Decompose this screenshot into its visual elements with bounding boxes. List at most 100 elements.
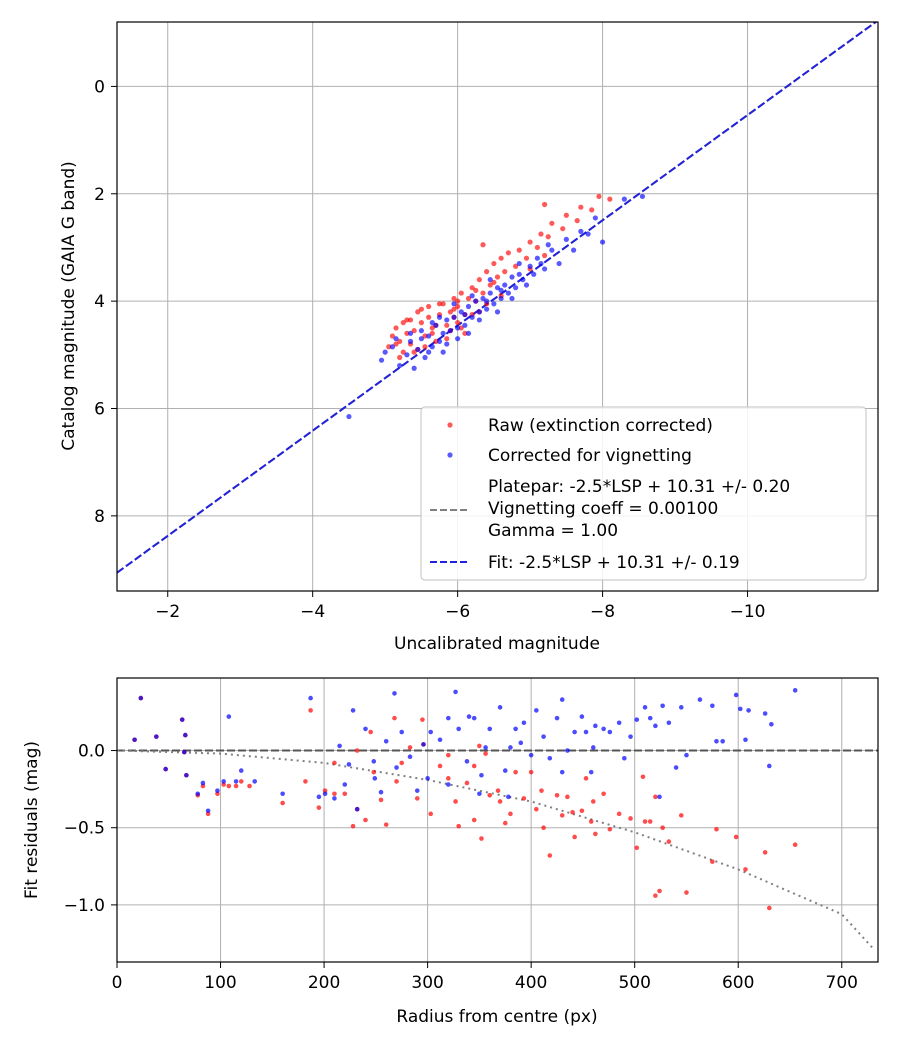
data-point — [541, 734, 546, 739]
data-point — [502, 820, 508, 826]
data-point — [399, 729, 405, 735]
data-point — [392, 715, 397, 721]
data-point — [411, 365, 417, 371]
data-point — [477, 743, 482, 749]
data-point — [642, 819, 648, 824]
data-point — [479, 836, 484, 841]
data-point — [769, 722, 774, 727]
data-point — [653, 794, 658, 800]
data-point — [509, 295, 515, 302]
data-point — [653, 893, 658, 898]
data-point — [483, 751, 488, 756]
data-point — [393, 325, 399, 331]
data-point — [653, 723, 658, 729]
data-point — [446, 752, 451, 758]
data-point — [678, 705, 684, 710]
data-point — [572, 834, 577, 840]
data-point — [678, 813, 684, 818]
data-point — [453, 689, 458, 695]
data-point — [394, 779, 399, 784]
data-point — [163, 766, 168, 772]
data-point — [487, 726, 493, 732]
data-point — [444, 336, 450, 342]
data-point — [451, 314, 457, 320]
data-point — [422, 344, 428, 350]
data-point — [527, 263, 533, 269]
x-tick-label: −6 — [445, 602, 470, 622]
data-point — [538, 231, 544, 237]
data-point — [563, 212, 569, 218]
data-point — [238, 768, 244, 773]
x-tick-label: −8 — [590, 602, 615, 622]
data-point — [397, 362, 403, 369]
data-point — [497, 799, 503, 804]
y-tick-label: 6 — [94, 399, 105, 419]
data-point — [233, 783, 239, 789]
data-point — [559, 769, 565, 775]
data-point — [418, 306, 424, 312]
data-point — [596, 193, 602, 200]
data-point — [411, 349, 417, 355]
x-tick-label: 300 — [411, 973, 443, 993]
data-point — [280, 800, 285, 806]
data-point — [733, 692, 739, 698]
data-point — [332, 796, 337, 801]
data-point — [684, 752, 689, 758]
data-point — [642, 705, 648, 710]
data-point — [418, 336, 424, 342]
data-point — [590, 799, 596, 804]
data-point — [565, 748, 570, 753]
data-point — [458, 290, 464, 296]
legend-label-platepar: Platepar: -2.5*LSP + 10.31 +/- 0.20 Vigne… — [488, 477, 790, 541]
data-point — [588, 769, 594, 775]
data-point — [516, 247, 522, 253]
data-point — [226, 783, 232, 789]
data-point — [455, 336, 461, 342]
data-point — [792, 842, 798, 847]
data-point — [516, 260, 522, 267]
data-point — [743, 867, 748, 872]
data-point — [559, 697, 565, 702]
x-tick-label: 700 — [826, 973, 858, 993]
data-point — [554, 715, 560, 721]
data-point — [574, 218, 580, 224]
data-point — [400, 349, 406, 355]
data-point — [518, 740, 524, 746]
data-point — [332, 760, 337, 766]
data-point — [440, 301, 446, 307]
legend-label-fit: Fit: -2.5*LSP + 10.31 +/- 0.19 — [488, 553, 740, 573]
data-point — [421, 742, 426, 747]
data-point — [414, 788, 420, 793]
x-tick-label: 400 — [515, 973, 547, 993]
data-point — [428, 811, 434, 817]
data-point — [447, 328, 453, 334]
data-point — [657, 888, 662, 894]
data-point — [363, 726, 368, 732]
data-point — [505, 290, 511, 296]
data-point — [513, 726, 518, 732]
data-point — [465, 330, 472, 336]
data-point — [513, 263, 519, 269]
top-y-ticks: 0 2 4 6 8 — [94, 77, 117, 527]
data-point — [308, 708, 313, 713]
data-point — [616, 720, 622, 726]
x-tick-label: 600 — [722, 973, 754, 993]
data-point — [316, 805, 322, 810]
data-point — [464, 780, 470, 786]
data-point — [447, 309, 453, 315]
data-point — [426, 314, 432, 320]
data-point — [547, 755, 553, 761]
data-point — [483, 745, 488, 750]
data-point — [397, 354, 403, 361]
data-point — [733, 834, 739, 840]
data-point — [437, 737, 443, 743]
data-point — [458, 309, 464, 315]
data-point — [469, 293, 475, 299]
bottom-scatter-points — [132, 688, 798, 911]
data-point — [332, 791, 337, 797]
data-point — [628, 816, 633, 821]
data-point — [657, 794, 662, 800]
data-point — [429, 344, 435, 350]
data-point — [453, 799, 458, 804]
data-point — [571, 247, 577, 253]
